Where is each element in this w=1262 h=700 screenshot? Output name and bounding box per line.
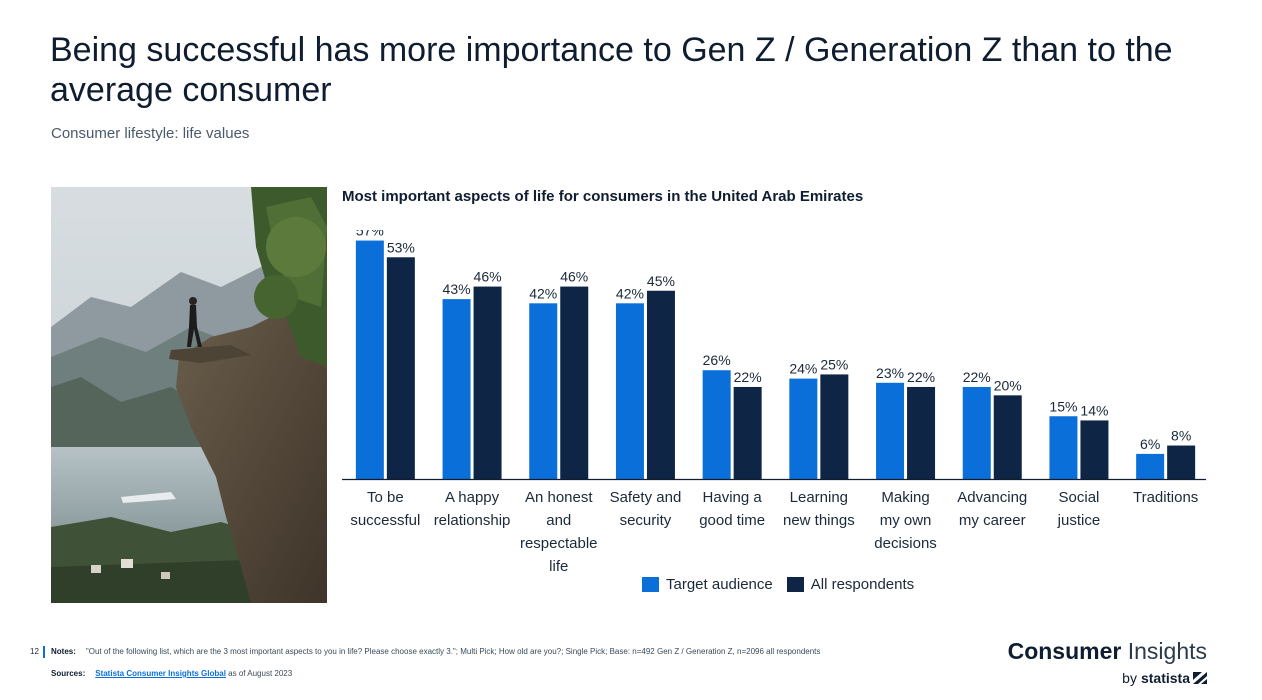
bar-all xyxy=(820,374,849,479)
legend-item-all: All respondents xyxy=(786,576,915,593)
page-title: Being successful has more importance to … xyxy=(50,31,1173,109)
brand-logo: Consumer Insights by statista xyxy=(1008,638,1207,686)
category-label: Safety and xyxy=(610,489,682,506)
category-label: Social xyxy=(1059,489,1100,506)
sources-link[interactable]: Statista Consumer Insights Global xyxy=(95,669,226,678)
data-label: 26% xyxy=(703,352,731,368)
footer-sources: Sources: Statista Consumer Insights Globa… xyxy=(51,669,292,678)
category-label: security xyxy=(620,512,672,529)
bar-all xyxy=(907,386,936,479)
data-label: 22% xyxy=(907,369,935,385)
category-label: successful xyxy=(350,512,420,529)
bar-target xyxy=(876,382,905,479)
bar-target xyxy=(529,303,558,479)
bar-target xyxy=(1136,453,1165,479)
legend-item-target: Target audience xyxy=(642,576,773,593)
bar-target xyxy=(962,386,991,479)
sources-label: Sources: xyxy=(51,669,86,678)
category-label: Advancing xyxy=(957,489,1027,506)
footer-notes: Notes: "Out of the following list, which … xyxy=(51,647,820,656)
data-label: 42% xyxy=(616,285,644,301)
landscape-image xyxy=(51,187,327,603)
chart-title: Most important aspects of life for consu… xyxy=(342,188,864,205)
legend-swatch-all xyxy=(786,577,804,592)
page-number: 12 xyxy=(30,646,45,658)
category-label: new things xyxy=(783,512,855,529)
bar-target xyxy=(355,240,384,479)
category-label: Learning xyxy=(790,489,848,506)
legend-label-target: Target audience xyxy=(666,576,773,593)
bar-target xyxy=(789,378,818,479)
category-label: my own xyxy=(880,512,932,529)
bar-all xyxy=(993,395,1022,479)
legend-label-all: All respondents xyxy=(810,576,915,593)
bar-target xyxy=(442,299,471,479)
bar-all xyxy=(1080,420,1109,479)
sources-suffix: as of August 2023 xyxy=(225,669,293,678)
category-label: Making xyxy=(881,489,929,506)
category-label: my career xyxy=(959,512,1026,529)
brand-company: statista xyxy=(1140,670,1190,686)
notes-label: Notes: xyxy=(51,647,76,656)
chart-legend: Target audience All respondents xyxy=(642,576,928,593)
bar-target xyxy=(1049,416,1078,479)
data-label: 22% xyxy=(963,369,991,385)
data-label: 23% xyxy=(876,365,904,381)
category-label: and xyxy=(546,512,571,529)
brand-title-bold: Consumer xyxy=(1007,638,1122,664)
data-label: 46% xyxy=(474,269,502,285)
data-label: 8% xyxy=(1171,428,1191,444)
category-label: Having a xyxy=(703,489,763,506)
bar-all xyxy=(646,290,675,479)
category-label: An honest xyxy=(525,489,593,506)
brand-subtitle: by statista xyxy=(1008,670,1207,686)
bar-all xyxy=(560,286,589,479)
bar-all xyxy=(1167,445,1196,479)
category-label: decisions xyxy=(874,535,937,552)
bar-target xyxy=(615,303,644,479)
data-label: 22% xyxy=(734,369,762,385)
bar-target xyxy=(702,370,731,479)
category-label: justice xyxy=(1057,512,1101,529)
legend-swatch-target xyxy=(642,577,659,592)
bar-all xyxy=(733,386,762,479)
data-label: 14% xyxy=(1080,402,1108,418)
brand-by: by xyxy=(1122,670,1137,686)
category-label: life xyxy=(549,558,568,575)
data-label: 57% xyxy=(356,230,384,239)
data-label: 25% xyxy=(820,356,848,372)
page-subtitle: Consumer lifestyle: life values xyxy=(51,125,250,142)
data-label: 45% xyxy=(647,273,675,289)
category-label: Traditions xyxy=(1133,489,1198,506)
data-label: 15% xyxy=(1049,398,1077,414)
category-label: relationship xyxy=(434,512,511,529)
brand-title-light: Insights xyxy=(1121,638,1207,664)
data-label: 20% xyxy=(994,377,1022,393)
category-label: good time xyxy=(699,512,765,529)
data-label: 43% xyxy=(443,281,471,297)
data-label: 53% xyxy=(387,239,415,255)
statista-logo-icon xyxy=(1193,672,1207,684)
bar-all xyxy=(386,257,415,479)
hero-photo xyxy=(51,187,327,603)
data-label: 6% xyxy=(1140,436,1160,452)
data-label: 46% xyxy=(560,269,588,285)
data-label: 42% xyxy=(529,285,557,301)
category-label: To be xyxy=(367,489,404,506)
category-label: A happy xyxy=(445,489,500,506)
brand-title: Consumer Insights xyxy=(1008,638,1207,664)
notes-text: "Out of the following list, which are th… xyxy=(85,647,821,656)
category-label: respectable xyxy=(520,535,598,552)
bar-all xyxy=(473,286,502,479)
data-label: 24% xyxy=(789,361,817,377)
